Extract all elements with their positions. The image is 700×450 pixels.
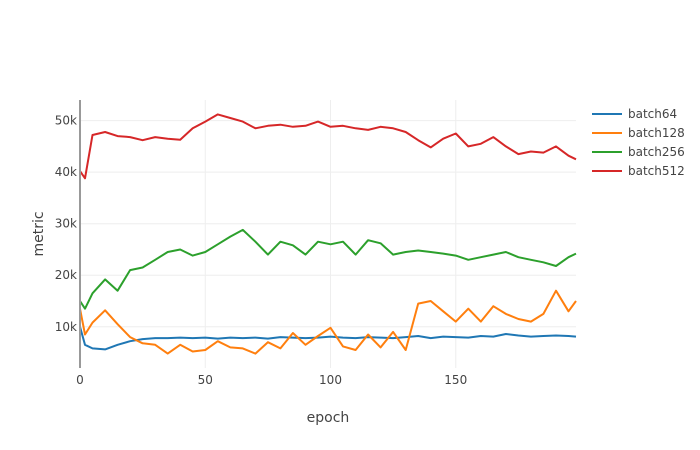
x-tick-label: 50 [198,373,213,387]
series-line-batch256[interactable] [79,228,577,310]
x-axis-ticks: 0 50 100 150 [76,373,467,387]
legend-item-batch256[interactable]: batch256 [592,145,685,159]
x-axis-title: epoch [307,410,350,426]
series-line-batch128[interactable] [79,289,577,355]
x-tick-label: 100 [319,373,342,387]
legend-label: batch128 [628,126,685,140]
y-axis-title: metric [31,211,47,256]
legend-item-batch128[interactable]: batch128 [592,126,685,140]
legend-item-batch512[interactable]: batch512 [592,164,685,178]
y-tick-label: 20k [55,268,77,282]
y-tick-label: 40k [55,165,77,179]
y-tick-label: 10k [55,320,77,334]
y-axis-ticks: 10k 20k 30k 40k 50k [55,114,77,334]
series-line-batch512[interactable] [79,113,577,180]
plot-area[interactable] [79,113,577,355]
legend: batch64 batch128 batch256 batch512 [592,107,685,178]
y-tick-label: 30k [55,217,77,231]
x-tick-label: 150 [444,373,467,387]
legend-label: batch512 [628,164,685,178]
series-line-batch64[interactable] [79,326,577,351]
x-tick-label: 0 [76,373,84,387]
legend-label: batch256 [628,145,685,159]
y-tick-label: 50k [55,114,77,128]
legend-label: batch64 [628,107,677,121]
legend-item-batch64[interactable]: batch64 [592,107,677,121]
grid-lines [80,100,576,368]
